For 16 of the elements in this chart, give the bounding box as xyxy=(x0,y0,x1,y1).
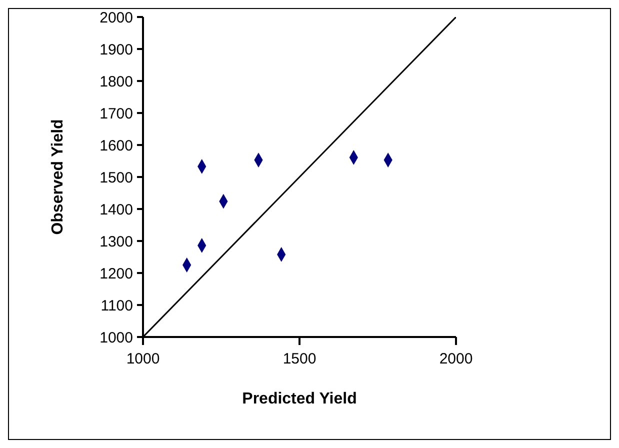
y-tick-label: 1000 xyxy=(100,329,133,346)
y-tick-label: 1600 xyxy=(100,137,133,154)
y-tick-label: 1900 xyxy=(100,41,133,58)
y-tick-label: 1100 xyxy=(100,297,133,314)
y-tick-label: 1800 xyxy=(100,73,133,90)
x-tick-label: 2000 xyxy=(439,350,473,368)
y-tick-label: 1200 xyxy=(100,265,133,282)
y-axis-title: Observed Yield xyxy=(50,119,67,235)
x-axis-title: Predicted Yield xyxy=(242,390,357,408)
y-tick-label: 1400 xyxy=(100,201,133,218)
x-tick-label: 1500 xyxy=(282,350,316,368)
x-tick-label: 1000 xyxy=(126,350,160,368)
y-tick-label: 1700 xyxy=(100,105,133,122)
y-tick-label: 2000 xyxy=(100,9,133,26)
y-tick-label: 1300 xyxy=(100,233,133,250)
y-tick-label: 1500 xyxy=(100,169,133,186)
